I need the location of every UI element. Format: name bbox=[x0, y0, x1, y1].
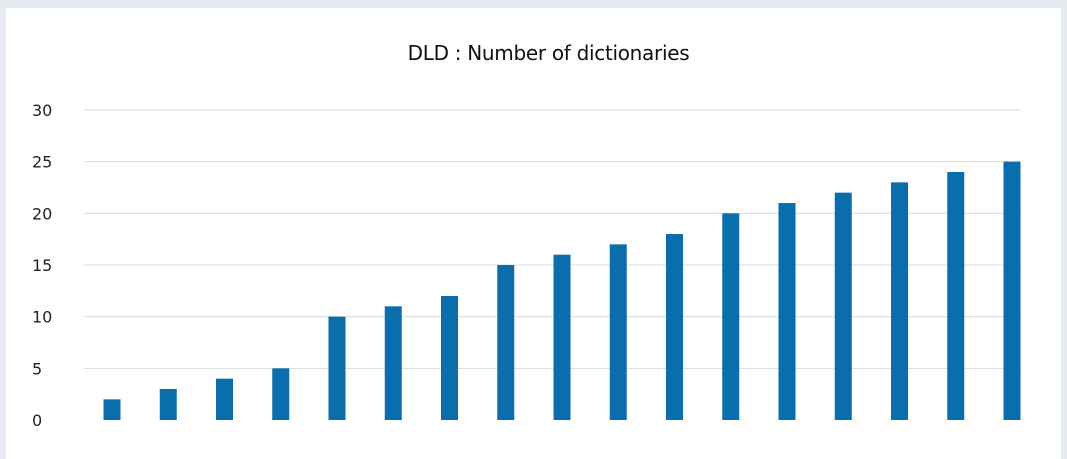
bar bbox=[159, 389, 177, 420]
bar bbox=[722, 213, 740, 420]
bar bbox=[553, 254, 571, 420]
bar bbox=[947, 172, 965, 420]
chart-panel bbox=[6, 8, 1061, 459]
y-axis-ticks: 0 5 10 15 20 25 30 bbox=[32, 101, 52, 430]
bar bbox=[609, 244, 627, 420]
y-tick-label: 15 bbox=[32, 256, 52, 275]
bar bbox=[328, 316, 346, 420]
bars bbox=[103, 161, 1021, 420]
bar bbox=[891, 182, 908, 420]
bar bbox=[441, 296, 458, 420]
y-tick-label: 25 bbox=[32, 153, 52, 172]
bar bbox=[778, 203, 796, 420]
y-tick-label: 30 bbox=[32, 101, 52, 120]
y-tick-label: 0 bbox=[32, 411, 42, 430]
bar bbox=[497, 265, 515, 420]
bar bbox=[272, 368, 290, 420]
bar bbox=[1003, 161, 1021, 420]
gridlines bbox=[84, 109, 1021, 369]
y-tick-label: 20 bbox=[32, 204, 52, 223]
bar bbox=[216, 378, 233, 420]
chart-title: DLD : Number of dictionaries bbox=[407, 41, 690, 65]
y-tick-label: 10 bbox=[32, 308, 52, 327]
bar bbox=[834, 192, 852, 420]
y-tick-label: 5 bbox=[32, 359, 42, 378]
bar bbox=[666, 234, 683, 420]
bar bbox=[384, 306, 402, 420]
bar bbox=[103, 399, 121, 420]
